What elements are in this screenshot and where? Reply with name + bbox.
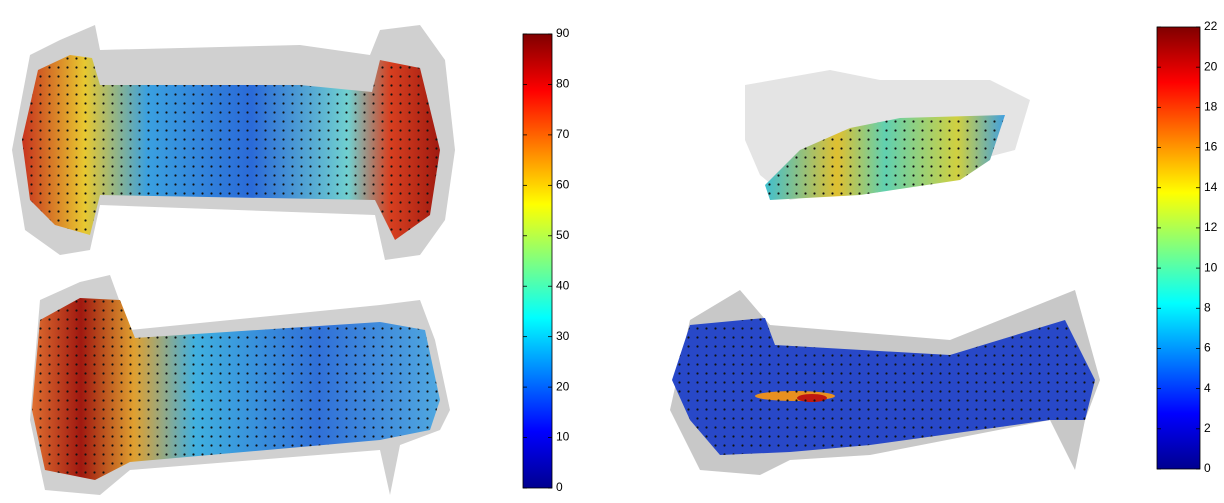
tick-label: 14 xyxy=(1204,180,1218,194)
tick-label: 60 xyxy=(556,178,570,192)
tick-label: 0 xyxy=(556,480,563,494)
tick-label: 90 xyxy=(556,26,570,40)
tick-label: 30 xyxy=(556,329,570,343)
tick-label: 80 xyxy=(556,77,570,91)
tick-label: 22 xyxy=(1204,19,1218,33)
tick-label: 6 xyxy=(1204,341,1211,355)
tick-label: 70 xyxy=(556,127,570,141)
tick-label: 10 xyxy=(1204,260,1218,274)
tick-label: 40 xyxy=(556,278,570,292)
tick-label: 50 xyxy=(556,228,570,242)
pressure-map xyxy=(30,275,450,495)
tick-label: 16 xyxy=(1204,140,1218,154)
colorbar xyxy=(1156,26,1201,470)
pressure-map xyxy=(733,70,1048,228)
pressure-map xyxy=(670,290,1100,475)
pressure-map xyxy=(12,25,455,260)
tick-label: 18 xyxy=(1204,100,1218,114)
tick-label: 12 xyxy=(1204,220,1218,234)
colorbar xyxy=(522,33,553,489)
tick-label: 2 xyxy=(1204,421,1211,435)
tick-label: 20 xyxy=(556,379,570,393)
tick-label: 20 xyxy=(1204,59,1218,73)
tick-label: 0 xyxy=(1204,461,1211,475)
tick-label: 8 xyxy=(1204,300,1211,314)
tick-label: 10 xyxy=(556,430,570,444)
tick-label: 4 xyxy=(1204,381,1211,395)
